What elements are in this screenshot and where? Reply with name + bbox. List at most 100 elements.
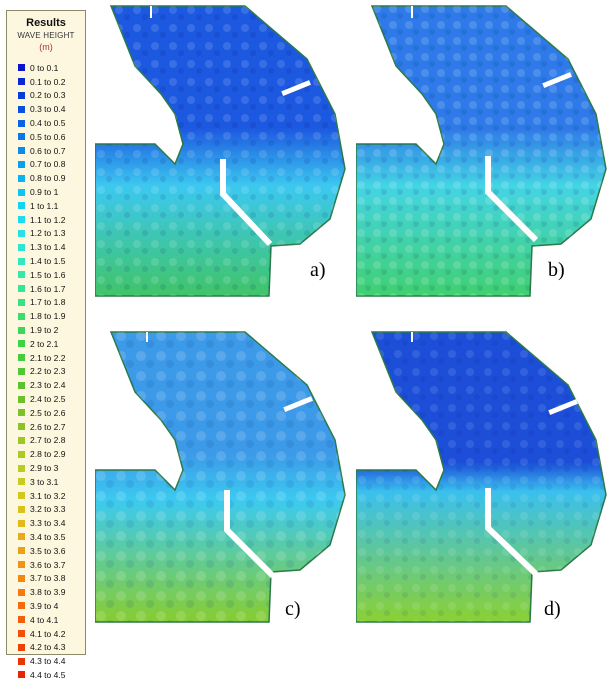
legend-label: 2.6 to 2.7 [30, 421, 66, 432]
legend-label: 1.6 to 1.7 [30, 283, 66, 294]
legend-item: 1.1 to 1.2 [18, 213, 85, 227]
legend-item: 0 to 0.1 [18, 61, 85, 75]
legend-item: 1.6 to 1.7 [18, 282, 85, 296]
legend-swatch [18, 395, 25, 403]
legend-list: 0 to 0.1 0.1 to 0.2 0.2 to 0.3 0.3 to 0.4 0.… [18, 61, 85, 682]
legend-label: 1.8 to 1.9 [30, 311, 66, 322]
breakwater-east [283, 396, 313, 413]
legend-label: 0.1 to 0.2 [30, 76, 66, 87]
legend-item: 0.6 to 0.7 [18, 144, 85, 158]
legend-label: 0.8 to 0.9 [30, 173, 66, 184]
panel-label: b) [548, 259, 565, 281]
wave-map-b [356, 5, 607, 297]
panel-b: b) [356, 4, 608, 299]
legend-item: 4.1 to 4.2 [18, 627, 85, 641]
legend-swatch [18, 326, 25, 334]
legend-item: 2.6 to 2.7 [18, 420, 85, 434]
legend-item: 0.4 to 0.5 [18, 116, 85, 130]
legend-label: 3.7 to 3.8 [30, 573, 66, 584]
breakwater-east [548, 399, 578, 416]
legend-swatch [18, 464, 25, 472]
legend-label: 0.2 to 0.3 [30, 90, 66, 101]
legend-swatch [18, 381, 25, 389]
legend-label: 1.3 to 1.4 [30, 242, 66, 253]
legend-item: 4 to 4.1 [18, 613, 85, 627]
legend-label: 2.8 to 2.9 [30, 449, 66, 460]
legend-item: 0.1 to 0.2 [18, 75, 85, 89]
wave-map-c [95, 331, 346, 623]
legend-swatch [18, 271, 25, 279]
legend-label: 2.2 to 2.3 [30, 366, 66, 377]
breakwater-south [224, 490, 276, 579]
legend-swatch [18, 216, 25, 224]
legend-item: 3 to 3.1 [18, 475, 85, 489]
legend-item: 2.7 to 2.8 [18, 434, 85, 448]
legend-label: 4.3 to 4.4 [30, 656, 66, 667]
legend-swatch [18, 616, 25, 624]
legend-label: 0.5 to 0.6 [30, 131, 66, 142]
legend-label: 1.2 to 1.3 [30, 228, 66, 239]
legend-item: 0.7 to 0.8 [18, 158, 85, 172]
legend-unit: (m) [39, 42, 53, 52]
legend-swatch [18, 423, 25, 431]
legend-swatch [18, 602, 25, 610]
legend-label: 0.6 to 0.7 [30, 145, 66, 156]
legend-label: 2 to 2.1 [30, 338, 59, 349]
legend-label: 1.9 to 2 [30, 325, 59, 336]
breakwater-east [281, 80, 311, 97]
legend-swatch [18, 574, 25, 582]
legend-item: 2.5 to 2.6 [18, 406, 85, 420]
legend-label: 3.4 to 3.5 [30, 531, 66, 542]
legend-item: 0.9 to 1 [18, 185, 85, 199]
legend-item: 3.3 to 3.4 [18, 516, 85, 530]
legend-swatch [18, 588, 25, 596]
legend-item: 2.3 to 2.4 [18, 378, 85, 392]
wave-map-a [95, 5, 346, 297]
legend-swatch [18, 436, 25, 444]
legend-item: 2.8 to 2.9 [18, 447, 85, 461]
breakwater-east [542, 72, 572, 89]
legend-label: 2.1 to 2.2 [30, 352, 66, 363]
legend-swatch [18, 367, 25, 375]
legend-swatch [18, 547, 25, 555]
legend-label: 3.2 to 3.3 [30, 504, 66, 515]
legend-swatch [18, 133, 25, 141]
legend-item: 2.9 to 3 [18, 461, 85, 475]
legend-swatch [18, 643, 25, 651]
legend-item: 1.5 to 1.6 [18, 268, 85, 282]
legend-label: 1 to 1.1 [30, 200, 59, 211]
legend-swatch [18, 174, 25, 182]
legend-item: 4.3 to 4.4 [18, 654, 85, 668]
legend-title: Results [26, 17, 66, 29]
wave-height-legend: Results WAVE HEIGHT (m) 0 to 0.1 0.1 to 0… [6, 10, 86, 680]
legend-label: 3.6 to 3.7 [30, 559, 66, 570]
legend-swatch [18, 533, 25, 541]
legend-label: 4.1 to 4.2 [30, 628, 66, 639]
legend-label: 0 to 0.1 [30, 62, 59, 73]
panel-d: d) [356, 330, 608, 625]
legend-swatch [18, 91, 25, 99]
panel-c: c) [95, 330, 350, 625]
legend-item: 2.2 to 2.3 [18, 365, 85, 379]
legend-swatch [18, 160, 25, 168]
legend-swatch [18, 188, 25, 196]
legend-swatch [18, 671, 25, 679]
legend-item: 2.4 to 2.5 [18, 392, 85, 406]
legend-item: 3.4 to 3.5 [18, 530, 85, 544]
legend-label: 3.5 to 3.6 [30, 545, 66, 556]
legend-label: 1.1 to 1.2 [30, 214, 66, 225]
legend-swatch [18, 64, 25, 72]
legend-label: 3.3 to 3.4 [30, 518, 66, 529]
legend-label: 2.5 to 2.6 [30, 407, 66, 418]
legend-item: 1.7 to 1.8 [18, 296, 85, 310]
legend-item: 0.8 to 0.9 [18, 171, 85, 185]
legend-item: 3.6 to 3.7 [18, 558, 85, 572]
legend-label: 2.4 to 2.5 [30, 394, 66, 405]
legend-item: 1.3 to 1.4 [18, 240, 85, 254]
legend-swatch [18, 243, 25, 251]
panel-a: a) [95, 4, 350, 299]
legend-swatch [18, 450, 25, 458]
legend-swatch [18, 505, 25, 513]
legend-swatch [18, 257, 25, 265]
legend-item: 3.5 to 3.6 [18, 544, 85, 558]
